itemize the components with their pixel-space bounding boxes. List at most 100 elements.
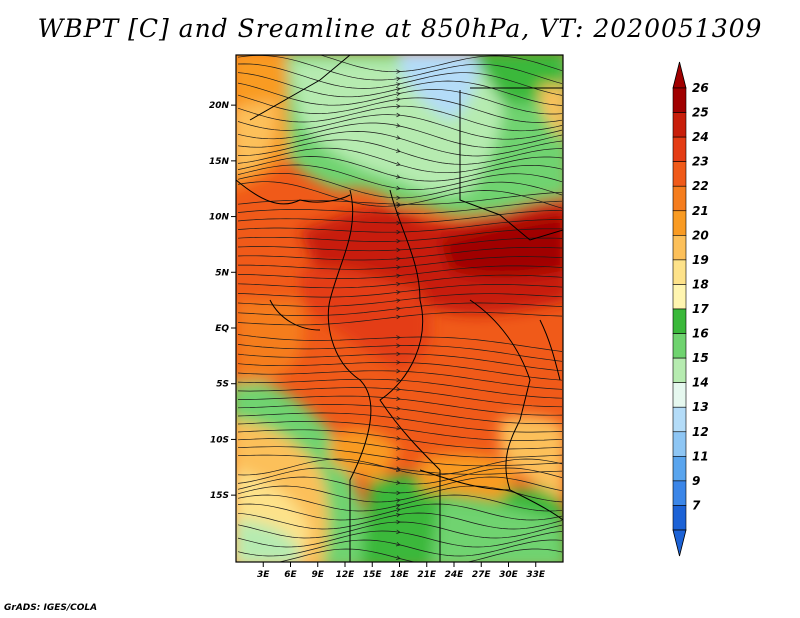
streamline-arrow (396, 416, 401, 421)
colorbar-swatch (672, 406, 687, 433)
colorbar-swatch (672, 456, 687, 482)
colorbar-swatch (672, 136, 687, 162)
streamline-arrow (396, 368, 401, 374)
streamline-arrow (396, 314, 401, 320)
grads-credit: GrADS: IGES/COLA (4, 603, 98, 613)
streamline-arrow (396, 290, 401, 295)
streamline-arrow (396, 148, 401, 153)
lat-label: 20N (209, 101, 230, 111)
streamline-arrow (396, 351, 401, 357)
latitude-axis: 20N 15N 10N 5N EQ 5S 10S 15S (209, 101, 236, 501)
lat-label: 15N (209, 157, 230, 167)
colorbar-swatch (672, 333, 687, 359)
colorbar-label: 17 (692, 302, 709, 316)
streamline-arrow (396, 377, 401, 383)
streamlines (237, 55, 563, 562)
lat-label: EQ (215, 324, 229, 334)
lon-label: 21E (417, 570, 437, 580)
streamline-arrow (396, 498, 401, 503)
streamline-arrow (396, 456, 401, 461)
country-boundaries (236, 55, 563, 562)
streamline-arrow (396, 306, 401, 312)
streamline-arrow (396, 104, 401, 109)
colorbar-swatch (672, 431, 687, 457)
lat-label: 10S (210, 435, 229, 445)
colorbar-label: 23 (692, 155, 709, 169)
streamline-arrow (396, 519, 401, 525)
colorbar-label: 14 (692, 376, 709, 390)
streamline-arrow (396, 335, 401, 340)
colorbar-label: 15 (692, 351, 709, 365)
streamline-arrow (396, 174, 401, 179)
colorbar-swatch (672, 161, 687, 187)
map-title: WBPT [C] and Sreamline at 850hPa, VT: 20… (37, 14, 763, 43)
colorbar-label: 16 (692, 327, 709, 341)
streamline-arrow (396, 97, 401, 102)
streamline-arrow (396, 220, 401, 226)
lon-label: 6E (284, 570, 297, 580)
colorbar-label: 22 (692, 179, 709, 193)
streamline-arrow (396, 426, 401, 431)
streamline-arrow (396, 91, 401, 97)
colorbar-label: 25 (692, 106, 709, 120)
streamline-arrow (396, 406, 401, 411)
colorbar-label: 13 (692, 400, 709, 414)
streamline-arrow (396, 256, 401, 261)
colorbar-label: 11 (692, 449, 709, 463)
colorbar-swatch (672, 235, 687, 261)
colorbar-label: 24 (692, 130, 709, 144)
streamline-arrow (396, 201, 401, 207)
streamline-arrow (396, 387, 401, 392)
longitude-axis: 3E 6E 9E 12E 15E 18E 21E 24E 27E 30E 33E (257, 562, 546, 580)
streamline-arrow (396, 503, 401, 508)
streamline-arrow (396, 185, 401, 191)
colorbar-swatch (672, 210, 687, 236)
colorbar-swatch (672, 112, 687, 138)
lon-label: 9E (312, 570, 325, 580)
colorbar-label: 18 (692, 277, 709, 291)
streamline-arrow (396, 396, 401, 401)
lon-label: 30E (499, 570, 519, 580)
lat-label: 10N (209, 213, 230, 223)
streamline-arrow (396, 555, 401, 560)
colorbar-swatch (672, 308, 687, 334)
streamline-arrow (396, 281, 401, 287)
streamline-arrow (396, 490, 401, 496)
colorbar-label: 26 (692, 81, 709, 95)
colorbar-label: 9 (692, 474, 700, 488)
streamline-arrow (396, 135, 401, 140)
lat-label: 15S (210, 491, 229, 501)
streamline-arrow (396, 436, 401, 441)
streamline-arrow (396, 360, 401, 365)
streamline-arrow (396, 541, 401, 547)
colorbar-swatch (672, 185, 687, 212)
streamline-arrow (396, 507, 401, 513)
lon-label: 12E (336, 570, 356, 580)
colorbar-swatch (672, 382, 687, 408)
lon-label: 15E (363, 570, 383, 580)
streamline-arrow (396, 69, 401, 74)
streamline-arrow (396, 87, 401, 92)
streamline-arrow (396, 82, 401, 87)
streamline-arrow (396, 343, 401, 348)
colorbar-over-arrow (672, 61, 687, 89)
lon-label: 27E (472, 570, 492, 580)
streamline-arrow (396, 161, 401, 167)
lon-label: 18E (390, 570, 410, 580)
streamline-arrow (396, 123, 401, 128)
colorbar-swatch (672, 357, 687, 383)
colorbar-swatch (672, 505, 687, 531)
streamline-arrow (396, 112, 401, 118)
colorbar-under-arrow (672, 529, 687, 557)
streamline-arrow (396, 512, 401, 518)
lon-label: 24E (445, 570, 465, 580)
streamline-arrow (396, 446, 401, 451)
colorbar-label: 12 (692, 425, 709, 439)
streamline-arrow (396, 229, 401, 235)
colorbar-swatch (672, 259, 687, 285)
streamline-arrow (396, 195, 401, 201)
streamline-arrow (396, 467, 401, 473)
colorbar-swatch (672, 87, 687, 113)
lat-label: 5N (215, 268, 229, 278)
